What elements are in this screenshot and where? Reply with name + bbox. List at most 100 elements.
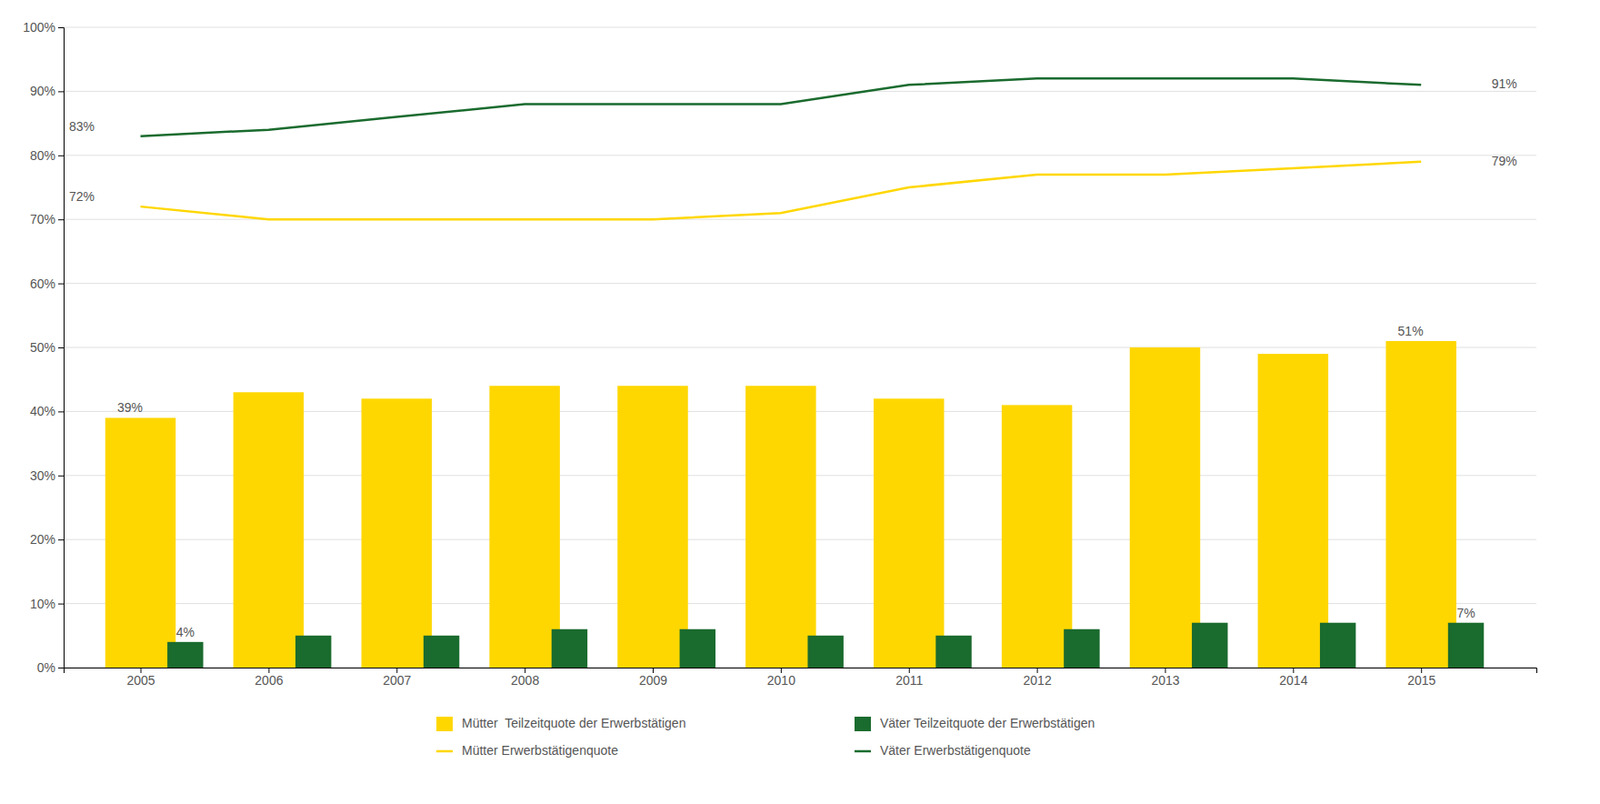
value-label: 7%	[1456, 605, 1475, 620]
bar	[873, 398, 944, 668]
marks	[105, 78, 1484, 668]
value-label: 51%	[1398, 323, 1424, 339]
bar	[617, 385, 688, 668]
line	[140, 78, 1422, 136]
bar	[233, 391, 304, 668]
x-tick-label: 2015	[1407, 672, 1436, 688]
legend-label: Mütter Teilzeitquote der Erwerbstätigen	[461, 715, 686, 730]
x-axis: 2005 2006 2007 2008 2009 2010 2011 2012 2013 2014…	[64, 667, 1538, 688]
bar	[1258, 353, 1329, 668]
y-axis-line	[58, 28, 65, 669]
legend-label: Mütter Erwerbstätigenquote	[461, 742, 619, 758]
x-tick: 2014	[1279, 667, 1308, 688]
y-tick-label: 80%	[30, 148, 56, 163]
bar	[295, 635, 331, 668]
grid-line	[63, 154, 1537, 156]
legend-swatch	[436, 750, 453, 753]
bar	[167, 641, 203, 668]
legend-swatch	[854, 750, 871, 753]
y-tick-label: 30%	[30, 468, 56, 483]
legend-item: Mütter Erwerbstätigenquote	[436, 742, 619, 758]
x-tick: 2015	[1407, 667, 1436, 688]
y-tick: 10%	[30, 596, 64, 611]
x-tick-label: 2013	[1150, 672, 1180, 688]
bar	[1320, 622, 1356, 668]
y-axis: 0% 10% 20% 30% 40% 50% 60% 70% 80% 90% 100%	[22, 20, 64, 675]
bar	[1130, 347, 1200, 668]
value-labels: 39%51%4%7%72%79%83%91%	[69, 76, 1518, 640]
plot: 2005 2006 2007 2008 2009 2010 2011 2012 2013 2014…	[22, 20, 1537, 688]
y-tick-mark	[58, 603, 64, 605]
legend-item: Väter Erwerbstätigenquote	[854, 742, 1031, 758]
bar	[1001, 404, 1072, 668]
value-label: 72%	[69, 189, 95, 204]
y-tick-label: 0%	[37, 660, 56, 675]
legend-swatch	[854, 716, 871, 731]
x-tick-label: 2005	[126, 672, 155, 688]
y-tick-label: 100%	[22, 20, 56, 35]
legend: Mütter Teilzeitquote der Erwerbstätigen V…	[436, 715, 1095, 758]
grid-line	[63, 282, 1537, 284]
bar	[807, 635, 843, 668]
legend-label: Väter Erwerbstätigenquote	[880, 742, 1031, 758]
y-tick-mark	[58, 155, 64, 157]
bar-series	[105, 340, 1457, 668]
y-tick: 80%	[30, 148, 64, 163]
legend-item: Mütter Teilzeitquote der Erwerbstätigen	[436, 715, 686, 731]
x-tick-label: 2006	[254, 672, 283, 688]
x-tick: 2010	[767, 667, 796, 688]
y-tick-mark	[58, 475, 64, 477]
y-tick: 0%	[37, 660, 64, 675]
x-tick: 2007	[382, 667, 411, 688]
bar	[105, 417, 176, 668]
line	[140, 161, 1422, 220]
bar	[423, 635, 460, 668]
value-label: 83%	[69, 119, 95, 134]
x-tick: 2005	[126, 667, 155, 688]
bar	[1063, 629, 1100, 668]
bar	[361, 398, 432, 668]
y-tick-mark	[58, 410, 64, 412]
x-axis-line	[64, 668, 1538, 674]
chart: 2005 2006 2007 2008 2009 2010 2011 2012 2013 2014…	[0, 0, 1600, 804]
y-tick-label: 60%	[30, 276, 56, 291]
legend-label: Väter Teilzeitquote der Erwerbstätigen	[880, 715, 1095, 730]
y-tick: 60%	[30, 276, 64, 291]
y-tick-label: 10%	[30, 596, 56, 611]
y-tick-mark	[58, 283, 64, 285]
bar-series	[167, 622, 1484, 668]
x-tick: 2006	[254, 667, 283, 688]
y-tick: 100%	[22, 20, 64, 35]
x-tick-label: 2008	[510, 672, 540, 688]
x-tick-label: 2009	[639, 672, 668, 688]
y-tick-mark	[58, 27, 64, 29]
y-tick: 20%	[30, 531, 64, 547]
y-tick-label: 90%	[30, 83, 56, 99]
x-tick: 2012	[1023, 667, 1052, 688]
bar	[551, 629, 588, 668]
value-label: 91%	[1491, 76, 1518, 91]
value-label: 39%	[117, 400, 143, 415]
x-tick-label: 2014	[1279, 672, 1308, 688]
bar	[680, 629, 716, 668]
legend-swatch	[436, 716, 453, 731]
x-tick: 2011	[895, 667, 923, 688]
legend-item: Väter Teilzeitquote der Erwerbstätigen	[854, 715, 1095, 731]
y-tick: 50%	[30, 340, 64, 355]
grid-line	[63, 90, 1537, 92]
y-tick: 90%	[30, 83, 64, 99]
y-tick-label: 20%	[30, 531, 56, 547]
y-tick: 40%	[30, 403, 64, 419]
x-tick: 2008	[510, 667, 540, 688]
bar	[489, 385, 560, 668]
bar	[1385, 340, 1456, 668]
value-label: 79%	[1491, 153, 1518, 169]
y-tick-mark	[58, 539, 64, 540]
bar	[1191, 622, 1228, 668]
y-tick-mark	[58, 347, 64, 349]
grid	[63, 27, 1537, 668]
grid-line	[63, 27, 1537, 29]
bar	[1448, 622, 1484, 668]
y-tick-label: 70%	[30, 211, 56, 227]
x-tick-label: 2010	[767, 672, 796, 688]
